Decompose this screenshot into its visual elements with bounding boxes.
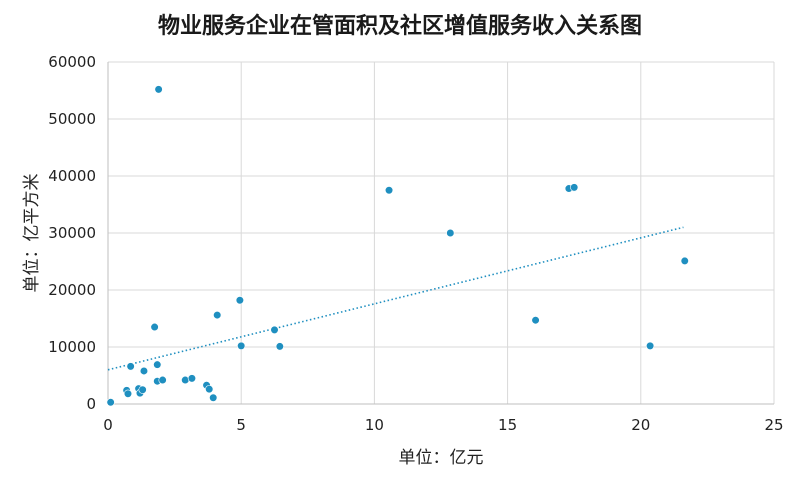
grid-lines [108, 61, 775, 404]
y-tick-label: 40000 [48, 167, 96, 185]
scatter-point [187, 374, 197, 383]
data-points [106, 85, 689, 407]
x-tick-label: 20 [631, 416, 650, 434]
scatter-point [126, 362, 135, 371]
y-tick-label: 50000 [48, 110, 96, 128]
axes [107, 62, 774, 405]
y-axis-label: 单位：亿平方米 [22, 174, 42, 293]
scatter-point [235, 296, 244, 305]
scatter-point [209, 393, 218, 402]
trendline-layer [107, 226, 684, 371]
x-tick-label: 10 [365, 416, 384, 434]
scatter-point [158, 375, 167, 385]
x-tick-label: 15 [498, 416, 517, 434]
scatter-point [384, 186, 394, 195]
scatter-point [153, 360, 162, 369]
tick-labels: 0 10000 20000 30000 40000 50000 60000 0 5 10 15 20 2… [48, 53, 783, 434]
scatter-point [213, 310, 222, 320]
scatter-point [181, 375, 190, 385]
scatter-point [680, 256, 689, 266]
scatter-point [154, 85, 163, 94]
scatter-point [570, 183, 579, 192]
y-tick-label: 60000 [48, 53, 96, 71]
scatter-point [531, 316, 540, 325]
y-tick-label: 20000 [48, 281, 96, 299]
scatter-point [106, 398, 115, 407]
scatter-point [205, 385, 214, 394]
linear-trendline [107, 226, 684, 371]
scatter-point [138, 385, 147, 394]
scatter-point [270, 325, 279, 335]
scatter-point [150, 322, 159, 332]
x-tick-label: 25 [764, 416, 783, 434]
scatter-point [275, 342, 284, 351]
x-tick-label: 5 [236, 416, 246, 434]
y-tick-label: 10000 [48, 338, 96, 356]
scatter-point [139, 366, 149, 376]
x-tick-label: 0 [103, 416, 113, 434]
scatter-point [237, 341, 246, 350]
scatter-point [646, 341, 655, 350]
scatter-point [446, 228, 455, 238]
y-tick-label: 0 [86, 395, 96, 413]
x-axis-label: 单位：亿元 [399, 448, 484, 468]
chart-title: 物业服务企业在管面积及社区增值服务收入关系图 [158, 13, 642, 39]
y-tick-label: 30000 [48, 224, 96, 242]
scatter-point [123, 389, 133, 398]
